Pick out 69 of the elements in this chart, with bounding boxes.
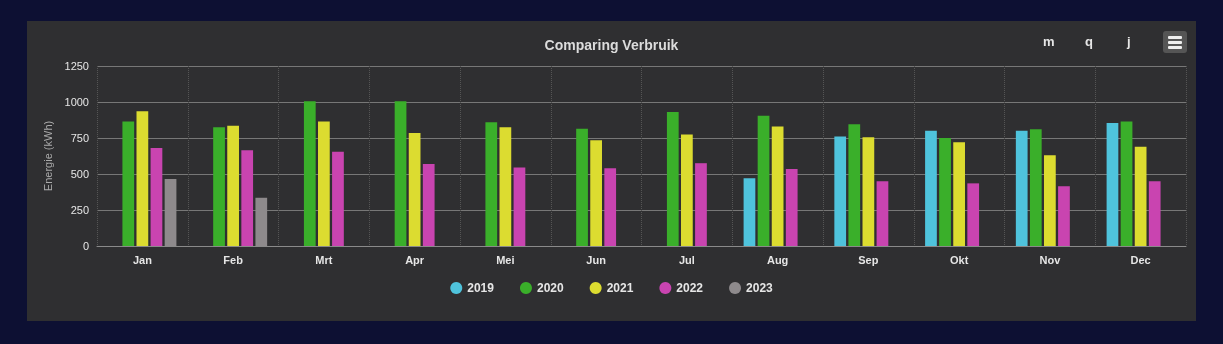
bar xyxy=(862,137,875,246)
y-axis-title: Energie (kWh) xyxy=(42,120,55,192)
x-tick-label: Mei xyxy=(496,253,515,266)
bar xyxy=(757,115,770,246)
legend-label: 2022 xyxy=(676,281,704,295)
x-tick-label: Nov xyxy=(1039,253,1062,266)
bar xyxy=(771,126,784,246)
bar xyxy=(681,134,693,246)
bar xyxy=(318,121,330,246)
bar xyxy=(332,151,344,246)
text: j xyxy=(1127,34,1131,49)
x-tick-label: Apr xyxy=(405,253,425,266)
bar xyxy=(1120,121,1133,246)
bar xyxy=(1058,186,1070,246)
x-tick-label: Aug xyxy=(766,253,789,266)
x-tick-label: Dec xyxy=(1130,253,1151,266)
bar xyxy=(303,101,316,246)
x-tick-label: Jun xyxy=(586,253,607,266)
y-tick-label: 750 xyxy=(70,132,89,144)
legend-label: 2019 xyxy=(467,281,495,295)
bar xyxy=(1044,155,1056,246)
bar xyxy=(122,121,135,246)
bar xyxy=(1106,122,1119,246)
x-tick-label: Feb xyxy=(223,253,244,266)
bar xyxy=(150,148,163,246)
text: m xyxy=(1043,34,1055,49)
bar xyxy=(848,124,861,246)
bar xyxy=(227,125,239,246)
bar xyxy=(408,132,421,246)
text: q xyxy=(1085,34,1093,49)
bar xyxy=(485,122,498,246)
bar xyxy=(785,168,798,246)
bar xyxy=(136,111,149,246)
x-tick-label: Mrt xyxy=(315,253,333,266)
bar xyxy=(743,178,756,246)
bar xyxy=(422,163,435,246)
bar xyxy=(695,163,707,246)
bar xyxy=(1148,181,1161,246)
bar xyxy=(241,150,254,246)
bar xyxy=(876,181,889,246)
y-tick-label: 1250 xyxy=(64,60,89,72)
bar xyxy=(590,140,602,246)
y-tick-label: 1000 xyxy=(64,96,89,108)
bar xyxy=(394,101,407,246)
x-tick-label: Jan xyxy=(132,253,153,266)
bar xyxy=(604,168,617,246)
y-tick-label: 250 xyxy=(70,204,89,216)
x-tick-label: Jul xyxy=(678,253,695,266)
bar xyxy=(939,138,951,246)
x-tick-label: Okt xyxy=(949,253,969,266)
legend-label: 2021 xyxy=(606,281,634,295)
y-tick-label: 500 xyxy=(70,168,89,180)
legend-label: 2023 xyxy=(746,281,774,295)
bar xyxy=(953,142,965,246)
bar xyxy=(1029,129,1042,246)
bar xyxy=(1134,146,1147,246)
bar xyxy=(666,112,679,246)
bar xyxy=(834,136,847,246)
bar xyxy=(925,130,937,246)
y-tick-label: 0 xyxy=(82,240,89,252)
chart-title: Comparing Verbruik xyxy=(544,37,679,53)
bar xyxy=(576,128,588,246)
bar xyxy=(513,167,526,246)
bar xyxy=(213,127,225,246)
bar xyxy=(1015,130,1028,246)
bar xyxy=(499,127,512,246)
legend-label: 2020 xyxy=(536,281,564,295)
x-tick-label: Sep xyxy=(858,253,879,266)
bar xyxy=(967,183,980,246)
